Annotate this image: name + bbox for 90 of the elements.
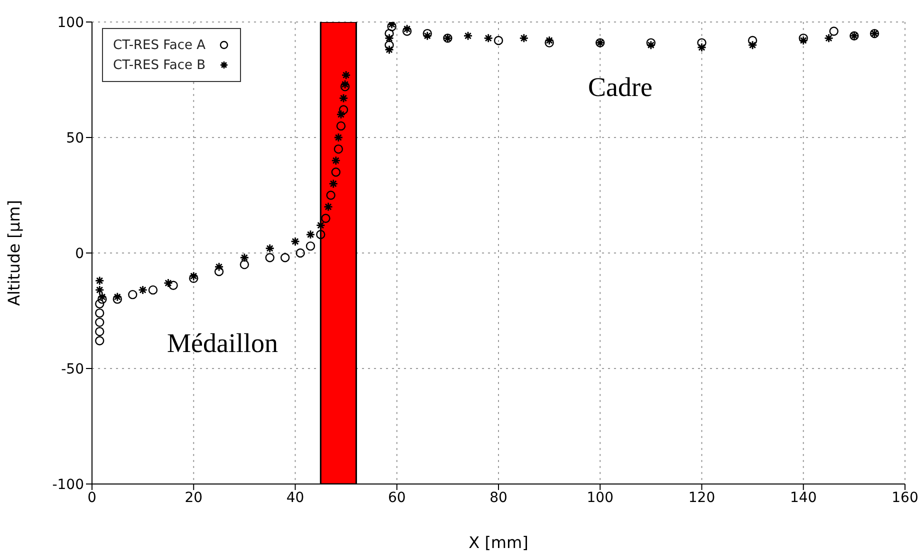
- y-tick-label: 50: [66, 130, 84, 146]
- point: [544, 36, 554, 46]
- point: [384, 45, 394, 54]
- point: [384, 40, 394, 50]
- x-tick-label: 100: [586, 490, 614, 506]
- point: [328, 179, 338, 188]
- y-axis-title: Altitude [µm]: [4, 200, 24, 306]
- point: [95, 299, 104, 308]
- point: [334, 144, 344, 154]
- x-tick-label: 40: [286, 490, 304, 506]
- point: [306, 241, 316, 251]
- point: [748, 36, 758, 46]
- point: [829, 26, 838, 36]
- point: [824, 33, 834, 43]
- point: [340, 82, 350, 92]
- legend-label: CT-RES Face A: [113, 38, 206, 52]
- point: [422, 28, 432, 38]
- legend-label: CT-RES Face B: [113, 58, 206, 72]
- point: [697, 38, 706, 48]
- point: [748, 40, 758, 50]
- point: [214, 262, 224, 272]
- point: [168, 280, 178, 290]
- point: [484, 33, 494, 43]
- point: [331, 156, 341, 166]
- x-tick-label: 20: [184, 490, 203, 506]
- point: [97, 292, 107, 302]
- point: [240, 260, 250, 270]
- y-tick-label: 0: [75, 246, 84, 262]
- point: [94, 285, 104, 295]
- point: [324, 202, 333, 212]
- point: [188, 271, 198, 281]
- point: [94, 276, 104, 286]
- point: [384, 28, 394, 38]
- point: [95, 318, 104, 327]
- point: [112, 294, 122, 304]
- point: [95, 326, 104, 336]
- y-tick-label: 100: [57, 14, 84, 31]
- point: [646, 38, 656, 48]
- x-tick-label: 140: [790, 490, 817, 506]
- point: [544, 38, 554, 48]
- point: [402, 24, 412, 34]
- point: [402, 26, 412, 36]
- point: [321, 214, 330, 223]
- point: [128, 290, 138, 300]
- point: [280, 253, 290, 262]
- y-tick-label: -100: [52, 476, 84, 493]
- point: [290, 236, 300, 246]
- point: [316, 220, 326, 230]
- x-tick-label: 80: [490, 490, 508, 506]
- point: [334, 132, 344, 142]
- point: [95, 336, 104, 346]
- point: [494, 36, 504, 46]
- point: [338, 94, 348, 103]
- point: [112, 292, 122, 302]
- point: [326, 190, 336, 200]
- point: [646, 40, 656, 50]
- point: [316, 230, 326, 240]
- point: [95, 308, 104, 318]
- point: [798, 34, 808, 43]
- point: [697, 42, 706, 52]
- point: [798, 36, 808, 46]
- point: [336, 110, 346, 120]
- point: [384, 33, 394, 43]
- point: [148, 285, 158, 295]
- point: [164, 278, 173, 288]
- point: [265, 253, 274, 262]
- point: [519, 33, 529, 43]
- x-tick-label: 120: [688, 490, 716, 506]
- point: [338, 105, 348, 114]
- x-tick-label: 0: [88, 490, 96, 506]
- annotation: Cadre: [588, 72, 652, 103]
- point: [331, 168, 340, 177]
- point: [138, 285, 148, 295]
- annotation: Médaillon: [167, 328, 278, 359]
- point: [296, 248, 305, 258]
- point: [265, 244, 275, 254]
- x-axis-title: X [mm]: [468, 533, 528, 552]
- point: [422, 31, 432, 41]
- point: [336, 121, 346, 131]
- point: [240, 252, 250, 262]
- x-tick-label: 160: [892, 490, 918, 506]
- y-tick-label: -50: [61, 361, 84, 378]
- point: [98, 294, 107, 304]
- x-tick-label: 60: [388, 490, 406, 506]
- point: [214, 266, 224, 276]
- point: [189, 274, 198, 284]
- point: [306, 230, 316, 240]
- point: [341, 70, 351, 80]
- point: [463, 31, 473, 41]
- point: [340, 80, 350, 90]
